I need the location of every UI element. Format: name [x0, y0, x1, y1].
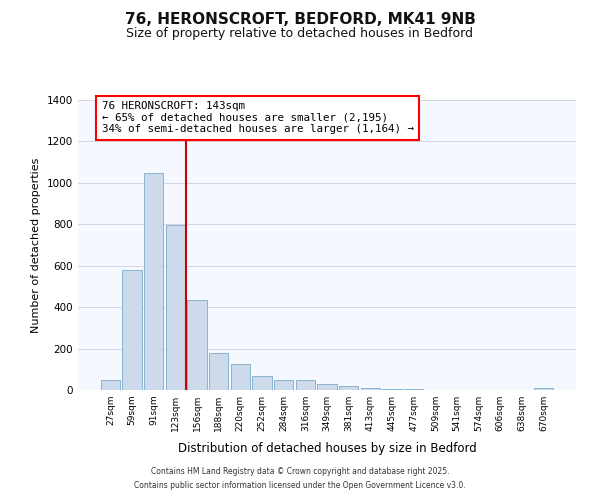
Text: 76, HERONSCROFT, BEDFORD, MK41 9NB: 76, HERONSCROFT, BEDFORD, MK41 9NB: [125, 12, 475, 28]
Text: Contains public sector information licensed under the Open Government Licence v3: Contains public sector information licen…: [134, 481, 466, 490]
Y-axis label: Number of detached properties: Number of detached properties: [31, 158, 41, 332]
Bar: [382, 389, 402, 390]
Text: Size of property relative to detached houses in Bedford: Size of property relative to detached ho…: [127, 28, 473, 40]
Bar: [274, 380, 293, 390]
Bar: [296, 380, 315, 390]
Text: Contains HM Land Registry data © Crown copyright and database right 2025.: Contains HM Land Registry data © Crown c…: [151, 467, 449, 476]
Bar: [317, 384, 337, 390]
Bar: [209, 352, 229, 390]
Bar: [144, 172, 163, 390]
Bar: [361, 388, 380, 390]
X-axis label: Distribution of detached houses by size in Bedford: Distribution of detached houses by size …: [178, 442, 476, 456]
Bar: [122, 270, 142, 390]
Bar: [166, 226, 185, 390]
Bar: [230, 364, 250, 390]
Bar: [339, 386, 358, 390]
Bar: [252, 376, 272, 390]
Bar: [187, 300, 207, 390]
Bar: [404, 389, 424, 390]
Text: 76 HERONSCROFT: 143sqm
← 65% of detached houses are smaller (2,195)
34% of semi-: 76 HERONSCROFT: 143sqm ← 65% of detached…: [102, 101, 414, 134]
Bar: [534, 388, 553, 390]
Bar: [101, 380, 120, 390]
